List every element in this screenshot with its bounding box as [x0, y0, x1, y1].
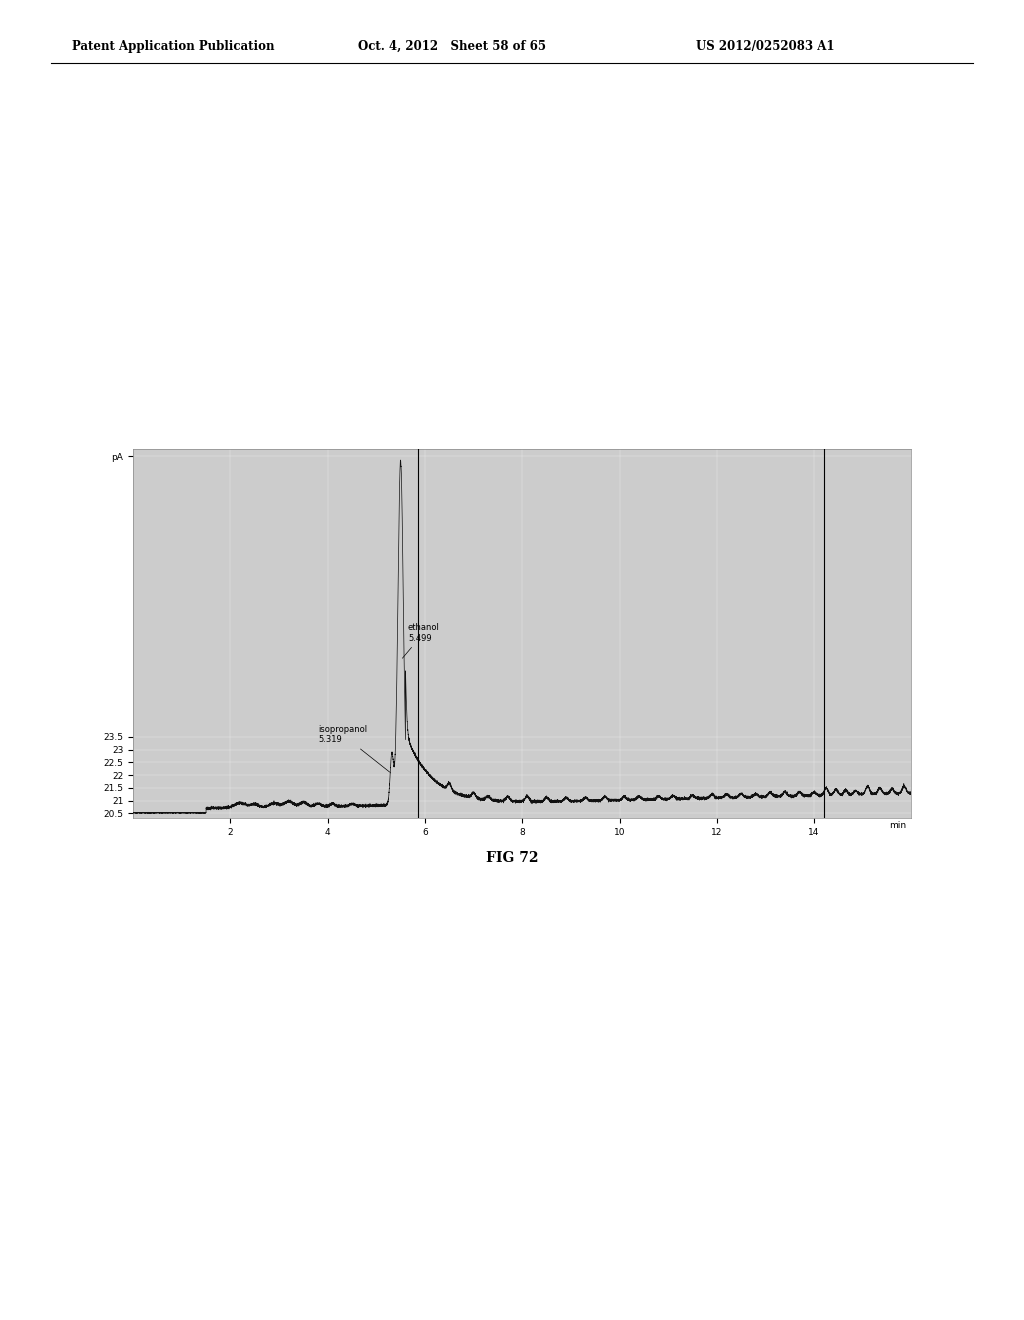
- Text: Patent Application Publication: Patent Application Publication: [72, 40, 274, 53]
- Text: ethanol
5.499: ethanol 5.499: [402, 623, 440, 659]
- Text: isopropanol
5.319: isopropanol 5.319: [317, 725, 390, 772]
- Text: FIG 72: FIG 72: [485, 851, 539, 866]
- Text: min: min: [890, 821, 906, 830]
- Text: Oct. 4, 2012   Sheet 58 of 65: Oct. 4, 2012 Sheet 58 of 65: [358, 40, 547, 53]
- Text: US 2012/0252083 A1: US 2012/0252083 A1: [696, 40, 835, 53]
